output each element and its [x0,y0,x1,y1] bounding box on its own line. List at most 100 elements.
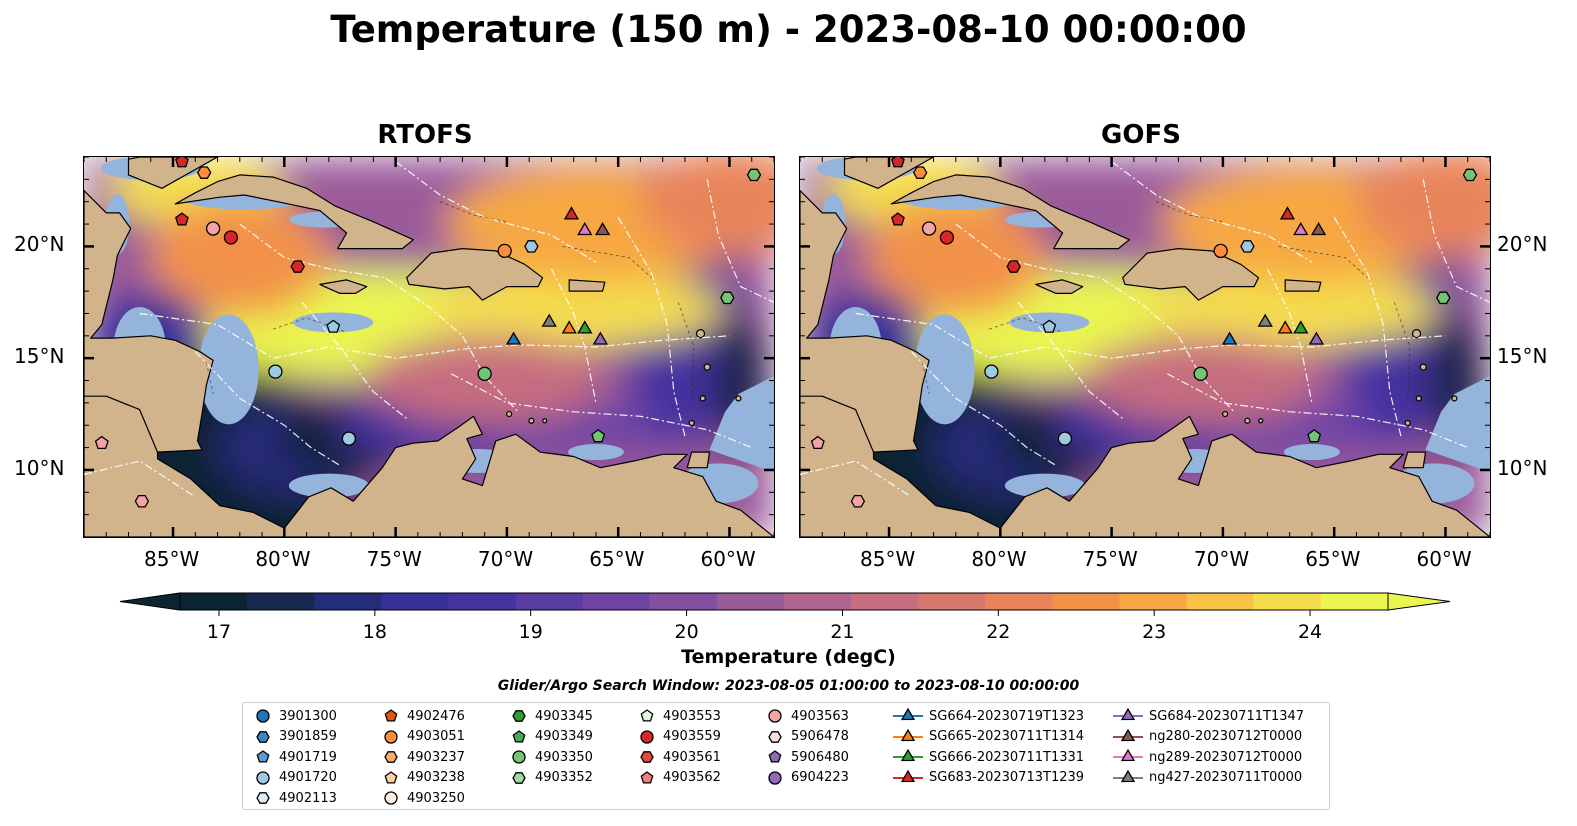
glider-marker [594,222,611,236]
legend-item: 4903562 [637,768,721,788]
legend-marker-triangle [900,748,916,762]
legend-item: SG683-20230713T1239 [893,768,1084,788]
colorbar-bin [448,593,517,610]
legend-marker-pentagon [512,729,526,743]
argo-marker [524,240,539,253]
glider-marker [577,222,593,236]
legend-marker-pentagon [640,770,654,784]
argo-marker [912,166,928,179]
colorbar-bin [1253,593,1322,610]
argo-marker [1193,366,1208,381]
colorbar-tick-label: 22 [986,621,1010,642]
colorbar-bin [1320,593,1389,610]
legend: 3901300 3901859 4901719 4901720 4902113 49024… [242,702,1330,810]
argo-marker [746,168,762,182]
legend-item: ng280-20230712T0000 [1113,727,1302,747]
argo-marker [196,166,212,179]
legend-label: SG664-20230719T1323 [929,708,1085,724]
legend-label: SG683-20230713T1239 [929,770,1085,785]
argo-marker [1436,291,1451,305]
legend-marker-circle [768,770,782,785]
colorbar-bin [1052,593,1121,610]
observation-markers [94,157,762,508]
argo-marker [477,366,492,381]
glider-marker [1293,222,1309,236]
legend-marker-hexagon [256,792,270,804]
legend-item: 5906480 [765,747,849,767]
legend-label: 4901719 [279,749,337,765]
legend-marker-hexagon [384,751,398,763]
legend-item: SG666-20230711T1331 [893,747,1084,767]
argo-marker [94,435,109,450]
legend-marker-hexagon [640,751,654,763]
legend-marker-pentagon [384,770,398,784]
argo-marker [921,221,937,236]
rtofs-map[interactable] [83,156,775,538]
colorbar-tick-label: 17 [207,621,231,642]
search-window-caption: Glider/Argo Search Window: 2023-08-05 01… [497,678,1080,694]
argo-marker [175,212,189,226]
legend-item: 4902476 [381,706,465,726]
legend-label: ng280-20230712T0000 [1149,729,1303,744]
gofs-map[interactable] [799,156,1491,538]
lat-tick-label: 20°N [14,232,65,257]
argo-marker [1057,431,1073,446]
temperature-field [84,157,774,537]
glider-marker [1293,320,1309,334]
legend-label: 4903238 [407,770,465,785]
legend-label: 4903345 [535,708,593,724]
argo-marker [497,243,512,259]
argo-marker [341,431,357,446]
legend-item: 4903352 [509,768,593,788]
glider-marker [505,331,522,345]
colorbar-tick-label: 21 [830,621,854,642]
colorbar-tick-label: 23 [1142,621,1166,642]
legend-label: 4903349 [535,729,593,744]
lon-tick-label: 70°W [1193,547,1250,571]
lon-tick-label: 65°W [1305,547,1361,571]
argo-marker [720,291,735,305]
legend-item: SG665-20230711T1314 [893,727,1084,747]
legend-item: 4903563 [765,706,849,726]
legend-label: 5906480 [791,749,849,765]
legend-marker-hexagon [256,730,270,743]
glider-marker [1310,222,1327,236]
colorbar-bin [381,593,450,610]
legend-marker-pentagon [640,709,654,722]
argo-marker [134,494,150,508]
lat-tick-label: 20°N [1497,232,1548,257]
colorbar-label: Temperature (degC) [681,646,896,668]
glider-marker [1257,313,1273,327]
legend-marker-circle [768,709,782,723]
argo-marker [891,212,905,226]
legend-item: SG664-20230719T1323 [893,706,1084,726]
colorbar-bin [716,593,785,610]
colorbar-tick-label: 18 [363,621,387,642]
glider-marker [1221,331,1238,345]
legend-marker-circle [256,770,270,785]
colorbar-extend-high [1387,592,1451,611]
lon-tick-label: 80°W [971,547,1027,571]
colorbar: 17 18 19 20 21 22 23 24 [118,586,1458,646]
legend-label: 4903352 [535,770,593,785]
legend-label: 4901720 [279,770,337,785]
legend-marker-triangle [900,707,916,721]
legend-item: 5906478 [765,727,849,747]
argo-marker [223,230,239,245]
argo-marker [591,429,606,443]
argo-marker [326,319,341,333]
lon-tick-label: 85°W [860,547,916,571]
legend-marker-pentagon [256,750,270,763]
legend-label: 4903563 [791,708,849,724]
gofs-map-canvas [800,157,1490,537]
legend-marker-pentagon [768,750,782,763]
argo-marker [1240,240,1255,253]
map-ticks [84,157,774,537]
legend-marker-triangle [900,728,916,741]
glider-marker [1277,320,1293,334]
argo-marker [175,157,189,168]
lat-tick-label: 15°N [1497,344,1548,369]
legend-label: 4903051 [407,729,465,744]
legend-marker-circle [256,709,270,723]
lon-tick-label: 85°W [144,547,200,571]
